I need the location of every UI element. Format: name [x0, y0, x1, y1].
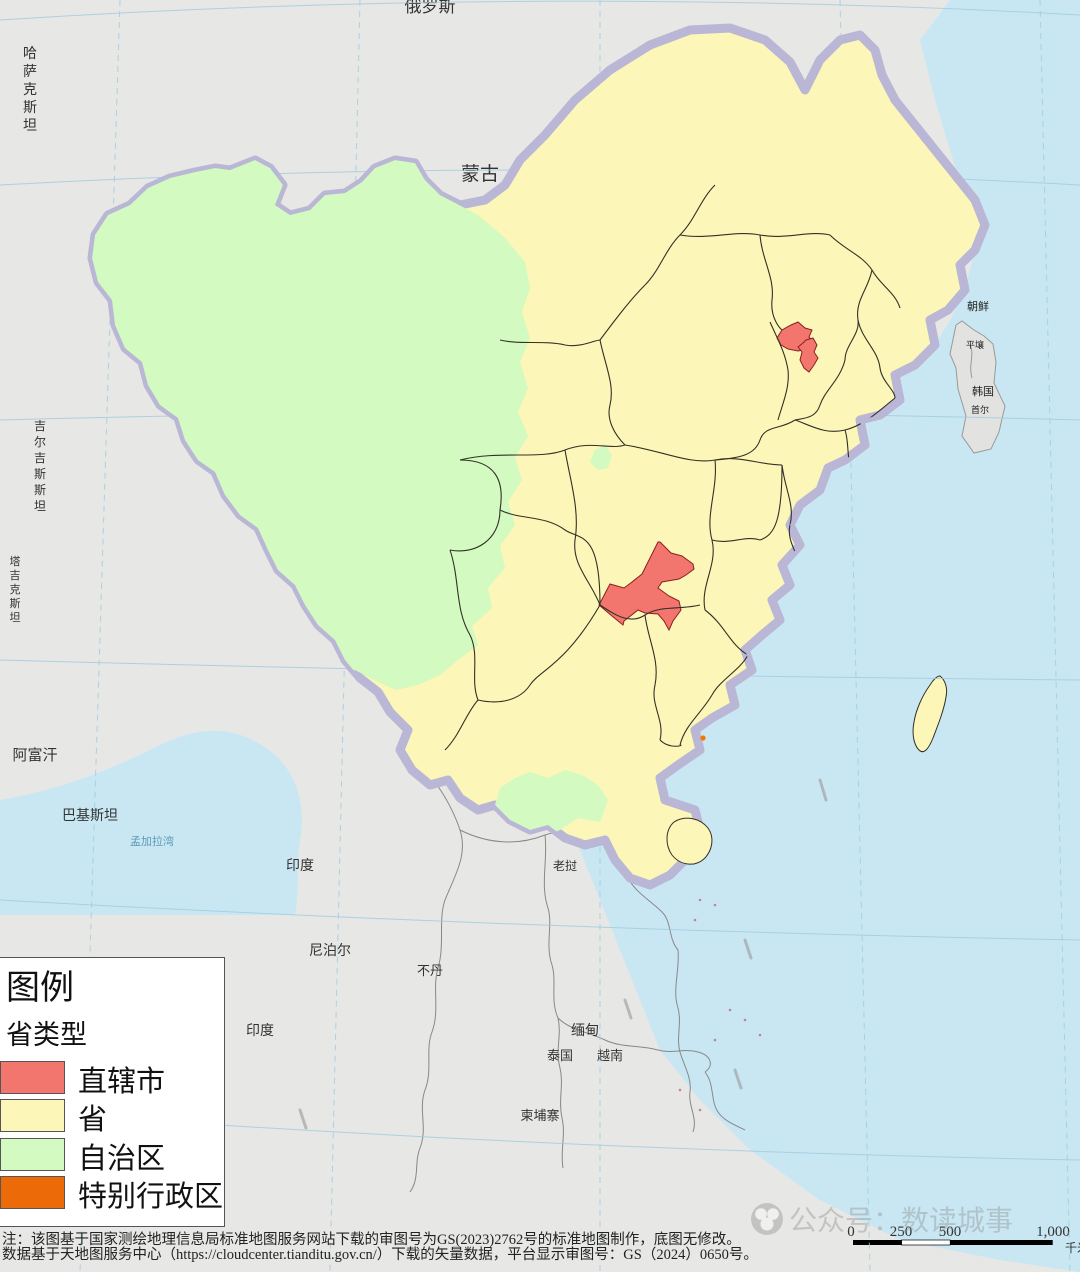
svg-text:哈: 哈	[23, 46, 37, 62]
svg-text:斯: 斯	[34, 483, 46, 497]
svg-text:印度: 印度	[246, 1023, 274, 1039]
svg-text:吉: 吉	[34, 419, 46, 433]
svg-text:孟加拉湾: 孟加拉湾	[130, 834, 174, 848]
svg-text:泰国: 泰国	[547, 1048, 573, 1063]
svg-text:坦: 坦	[23, 118, 37, 134]
svg-text:巴基斯坦: 巴基斯坦	[62, 807, 118, 824]
svg-text:越南: 越南	[597, 1048, 623, 1063]
svg-text:平壤: 平壤	[966, 339, 984, 350]
svg-text:塔: 塔	[10, 555, 21, 568]
svg-text:缅甸: 缅甸	[571, 1023, 599, 1039]
svg-text:斯: 斯	[34, 467, 46, 481]
svg-text:斯: 斯	[23, 100, 37, 116]
svg-text:不丹: 不丹	[417, 963, 443, 978]
svg-text:斯: 斯	[10, 597, 21, 610]
svg-text:柬埔寨: 柬埔寨	[520, 1108, 559, 1123]
svg-text:千米: 千米	[1065, 1241, 1080, 1255]
svg-text:尼泊尔: 尼泊尔	[309, 943, 351, 959]
svg-text:吉: 吉	[10, 569, 21, 582]
svg-text:韩国: 韩国	[972, 384, 994, 398]
svg-text:印度: 印度	[286, 858, 314, 874]
svg-text:朝鲜: 朝鲜	[967, 299, 989, 313]
svg-text:首尔: 首尔	[971, 404, 989, 415]
svg-text:公众号：数读城事: 公众号：数读城事	[789, 1205, 1013, 1236]
svg-text:阿富汗: 阿富汗	[12, 746, 57, 764]
svg-text:1,000: 1,000	[1036, 1224, 1070, 1240]
svg-text:坦: 坦	[34, 499, 46, 513]
svg-text:萨: 萨	[23, 64, 37, 80]
svg-text:克: 克	[23, 82, 37, 98]
svg-text:尔: 尔	[34, 434, 46, 449]
svg-text:蒙古: 蒙古	[461, 163, 499, 185]
svg-text:老挝: 老挝	[553, 859, 577, 873]
svg-text:坦: 坦	[10, 610, 21, 624]
svg-text:克: 克	[10, 583, 21, 596]
svg-text:吉: 吉	[34, 451, 46, 465]
